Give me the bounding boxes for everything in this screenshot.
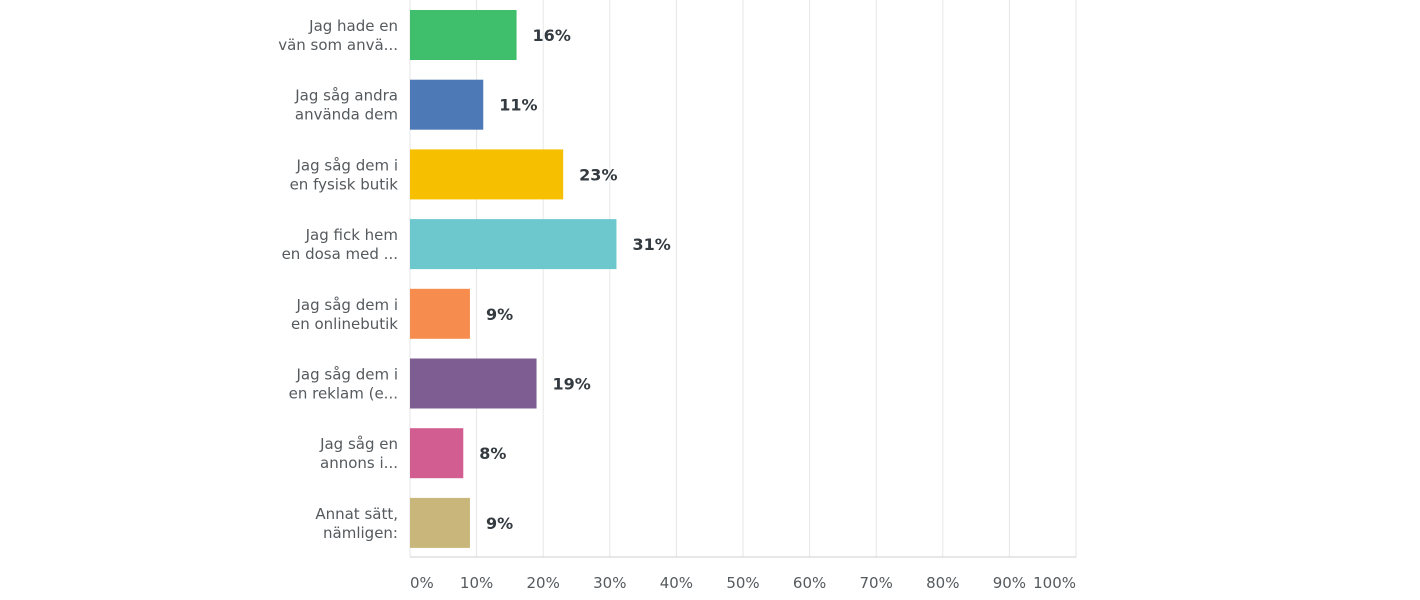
category-label-line: nämligen: (323, 524, 398, 542)
category-label-line: vän som anvä... (278, 36, 398, 54)
category-label-line: annons i... (320, 454, 398, 472)
x-tick-label: 0% (410, 574, 434, 592)
category-label-line: en reklam (e... (289, 385, 398, 403)
x-tick-label: 10% (460, 574, 493, 592)
category-labels: Jag hade en vän som anvä...Jag såg andra a… (278, 17, 398, 542)
x-tick-label: 60% (793, 574, 826, 592)
x-tick-label: 70% (860, 574, 893, 592)
category-label-line: Jag såg dem i (296, 156, 399, 174)
category-label: Jag såg dem i en reklam (e... (289, 366, 398, 403)
bar (410, 79, 484, 130)
category-label-line: Annat sätt, (315, 505, 398, 523)
value-labels: 16% 11% 23% 31% 9% 19% 8% 9% (479, 26, 670, 533)
x-tick-label: 90% (993, 574, 1026, 592)
bar (410, 358, 537, 409)
category-label: Annat sätt, nämligen: (315, 505, 398, 542)
category-label: Jag såg dem i en fysisk butik (290, 156, 399, 193)
category-label-line: Jag hade en (308, 17, 398, 35)
x-tick-labels: 0% 10% 20% 30% 40% 50% 60% 70% 80% 90% 100% (410, 574, 1076, 592)
value-label: 23% (579, 165, 617, 184)
value-label: 8% (479, 444, 506, 463)
value-label: 16% (533, 26, 571, 45)
category-label-line: Jag såg andra (294, 87, 398, 105)
x-tick-label: 20% (527, 574, 560, 592)
value-label: 9% (486, 514, 513, 533)
x-tick-label: 100% (1033, 574, 1076, 592)
category-label-line: en onlinebutik (291, 315, 398, 333)
bar (410, 10, 517, 60)
bar (410, 149, 564, 200)
bar (410, 219, 617, 270)
value-label: 31% (632, 235, 670, 254)
category-label-line: Jag såg dem i (296, 296, 399, 314)
category-label-line: använda dem (295, 106, 398, 124)
category-label: Jag hade en vän som anvä... (278, 17, 398, 54)
category-label-line: Jag såg dem i (296, 366, 399, 384)
x-tick-label: 40% (660, 574, 693, 592)
value-label: 19% (553, 375, 591, 394)
category-label: Jag fick hem en dosa med ... (282, 226, 398, 263)
category-label: Jag såg dem i en onlinebutik (291, 296, 398, 333)
grid-lines (409, 0, 1077, 557)
x-tick-label: 30% (593, 574, 626, 592)
bars (410, 10, 617, 548)
category-label-line: Jag såg en (319, 435, 398, 453)
category-label: Jag såg en annons i... (319, 435, 398, 472)
category-label: Jag såg andra använda dem (294, 87, 398, 124)
category-label-line: en dosa med ... (282, 245, 398, 263)
category-label-line: Jag fick hem (305, 226, 398, 244)
value-label: 9% (486, 305, 513, 324)
bar (410, 428, 464, 479)
value-label: 11% (499, 96, 537, 115)
x-tick-label: 50% (726, 574, 759, 592)
bar (410, 288, 470, 339)
category-label-line: en fysisk butik (290, 175, 399, 193)
x-tick-label: 80% (926, 574, 959, 592)
bar (410, 497, 470, 548)
